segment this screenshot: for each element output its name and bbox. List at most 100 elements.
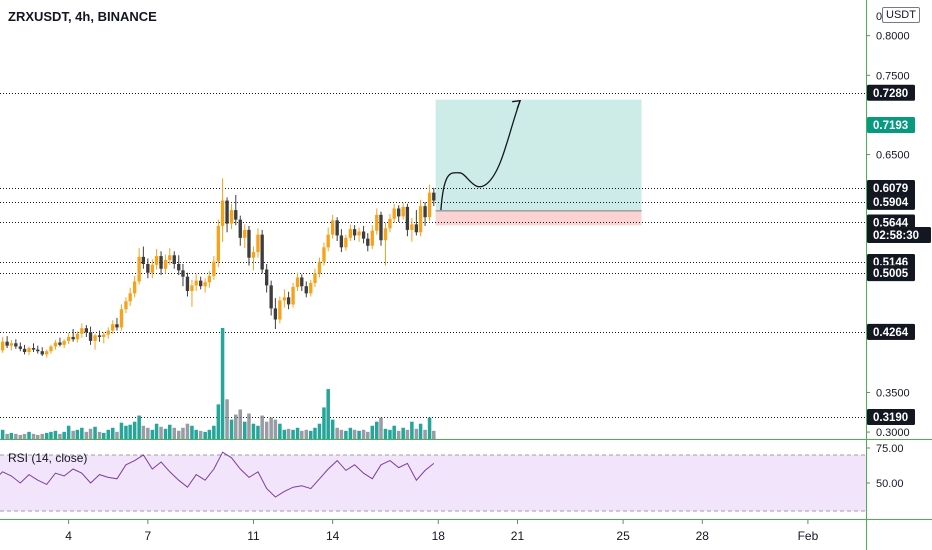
candle-body xyxy=(111,324,115,331)
position-tool[interactable] xyxy=(435,99,642,226)
price-label-bg xyxy=(867,227,931,243)
candle-body xyxy=(427,192,432,218)
time-tick-label: 14 xyxy=(326,529,340,543)
volume-bar xyxy=(97,431,102,440)
volume-bar xyxy=(172,427,177,440)
candle-body xyxy=(330,220,335,235)
price-label: 0.5005 xyxy=(873,268,909,280)
volume-bar xyxy=(31,433,36,440)
volume-bar xyxy=(14,433,18,440)
price-label: 0.6079 xyxy=(873,183,908,195)
volume-bar xyxy=(220,328,225,440)
projection-arrowhead xyxy=(512,99,522,109)
volume-bar xyxy=(383,428,388,440)
currency-selector[interactable]: USDT xyxy=(882,7,920,23)
candle-body xyxy=(251,252,256,258)
candle-body xyxy=(432,192,436,201)
candle-body xyxy=(194,280,198,286)
candle-body xyxy=(150,264,155,273)
volume-bar xyxy=(335,427,339,440)
volume-bar xyxy=(0,429,5,440)
volume-bar xyxy=(405,429,410,440)
price-label-bg xyxy=(867,409,915,426)
volume-bar xyxy=(66,425,71,440)
volume-bar xyxy=(322,407,326,440)
candle-body xyxy=(243,229,247,238)
candle-body xyxy=(229,210,234,224)
volume-bar xyxy=(286,428,291,440)
price-label: 02:58:30 xyxy=(873,230,919,242)
candle-body xyxy=(282,297,287,301)
time-tick-label: 21 xyxy=(511,529,525,543)
volume-bar xyxy=(375,421,379,440)
volume-bar xyxy=(388,429,392,440)
volume-bar xyxy=(418,423,423,440)
price-label: 0.7280 xyxy=(873,88,908,100)
volume-bar xyxy=(141,425,146,440)
candle-body xyxy=(198,280,203,287)
volume-bar xyxy=(176,430,181,440)
candle-body xyxy=(309,283,313,294)
candle-body xyxy=(40,351,44,355)
volume-bar xyxy=(295,427,300,440)
volume-bar xyxy=(115,431,119,440)
volume-bar xyxy=(352,429,357,440)
candle-body xyxy=(190,285,194,291)
rsi-tick-label: 50.00 xyxy=(876,478,904,490)
candle-body xyxy=(141,256,146,264)
candle-body xyxy=(352,229,357,236)
candle-body xyxy=(216,225,221,262)
candle-body xyxy=(146,264,150,273)
volume-bar xyxy=(84,431,89,440)
candle-body xyxy=(423,206,427,218)
volume-bar xyxy=(212,425,216,440)
candle-body xyxy=(225,200,229,224)
volume-bar xyxy=(185,423,190,440)
volume-bar xyxy=(5,433,9,440)
volume-bar xyxy=(269,417,273,440)
volume-bar xyxy=(207,429,212,440)
volume-bar xyxy=(159,426,163,440)
price-label-bg xyxy=(867,214,915,231)
price-label-bg xyxy=(867,193,915,210)
price-label: 0.5904 xyxy=(873,197,909,209)
rsi-indicator-label[interactable]: RSI (14, close) xyxy=(8,451,88,465)
candle-body xyxy=(361,231,366,239)
volume-bar xyxy=(304,429,309,440)
price-tick-label: 0 xyxy=(876,11,882,23)
volume-bar xyxy=(242,421,247,440)
volume-bar xyxy=(49,431,53,440)
volume-bar xyxy=(330,419,335,440)
candle-body xyxy=(264,269,269,286)
volume-bar xyxy=(168,424,172,440)
price-tick-label: 0.3000 xyxy=(876,427,910,439)
volume-bar xyxy=(216,404,221,440)
price-label-bg xyxy=(867,265,915,282)
candle-body xyxy=(5,341,9,346)
candle-body xyxy=(75,333,80,340)
candle-body xyxy=(22,348,27,352)
candle-body xyxy=(0,341,5,351)
price-label-bg xyxy=(867,323,915,340)
volume-bar xyxy=(44,432,49,440)
time-tick-label: 28 xyxy=(696,529,710,543)
volume-bar xyxy=(361,429,366,440)
projection-arrow[interactable] xyxy=(440,99,522,211)
volume-bar xyxy=(247,413,251,440)
volume-bar xyxy=(366,431,370,440)
candle-body xyxy=(9,343,14,346)
volume-bar xyxy=(339,429,344,440)
candle-body xyxy=(119,309,124,328)
candle-body xyxy=(62,340,66,345)
volume-bar xyxy=(194,429,198,440)
candle-body xyxy=(379,214,383,241)
price-tick-label: 0.6500 xyxy=(876,150,910,162)
time-tick-label: 11 xyxy=(247,529,260,543)
candle-body xyxy=(115,324,119,328)
chart-axes: 0.8000 0.7500 0.6500 0.3500 0.3000 0 75.00 50.0… xyxy=(65,0,910,550)
volume-bar xyxy=(313,427,317,440)
candle-body xyxy=(212,261,216,276)
chart-title: ZRXUSDT, 4h, BINANCE xyxy=(8,9,157,24)
